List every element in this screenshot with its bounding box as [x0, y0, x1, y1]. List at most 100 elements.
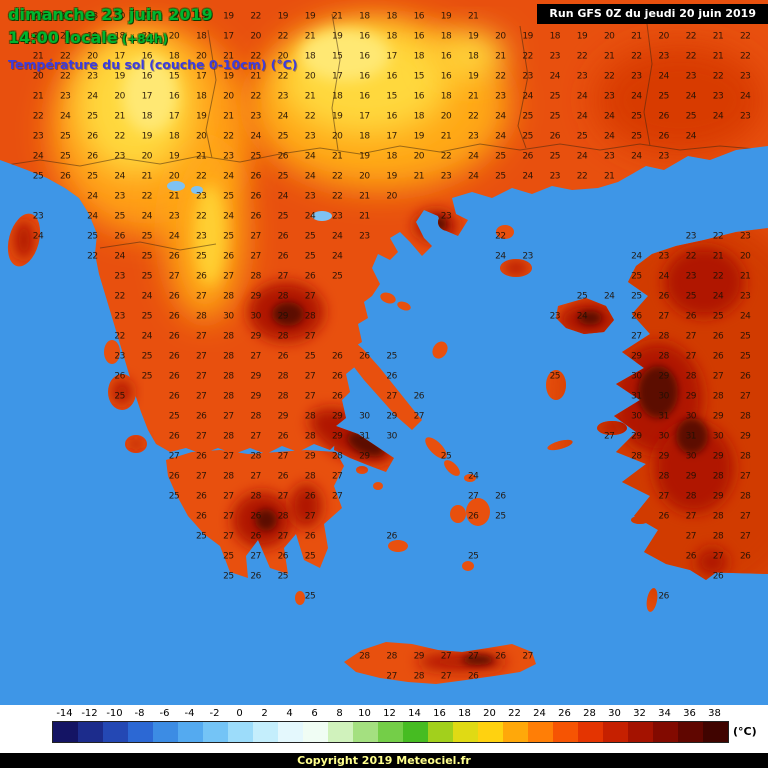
temp-value: 23	[304, 131, 316, 142]
temp-value: 19	[114, 71, 125, 82]
temp-value: 25	[495, 171, 506, 182]
temp-value: 26	[168, 331, 180, 342]
temp-value: 23	[739, 111, 751, 122]
temp-value: 22	[250, 11, 261, 22]
temp-value: 25	[223, 551, 234, 562]
temp-value: 20	[114, 11, 125, 22]
temp-value: 21	[32, 91, 44, 102]
temp-value: 17	[168, 11, 180, 22]
temp-value: 25	[495, 511, 506, 522]
temp-value: 27	[712, 371, 724, 382]
temp-value: 20	[603, 31, 615, 42]
temp-value: 21	[223, 111, 234, 122]
legend-tick-label: 26	[558, 708, 571, 719]
legend-tick-label: 18	[458, 708, 471, 719]
temp-value: 30	[223, 311, 234, 322]
temp-value: 19	[223, 71, 234, 82]
temp-value: 25	[195, 251, 207, 262]
temp-value: 21	[440, 131, 452, 142]
temp-value: 18	[467, 51, 479, 62]
temp-value: 27	[386, 391, 397, 402]
temp-value: 18	[386, 11, 397, 22]
temp-value: 23	[114, 311, 125, 322]
temp-value: 21	[304, 91, 316, 102]
temp-value: 29	[277, 311, 289, 322]
temp-value: 24	[114, 171, 125, 182]
legend-tick-label: 8	[336, 708, 343, 719]
temp-value: 16	[413, 91, 425, 102]
temp-value: 16	[359, 51, 370, 62]
temp-value: 19	[223, 11, 234, 22]
temp-value: 31	[631, 391, 642, 402]
legend-color-cell	[503, 722, 528, 742]
temp-value: 27	[250, 251, 261, 262]
run-info-box: Run GFS 0Z du jeudi 20 juin 2019	[537, 4, 768, 24]
temp-value: 18	[413, 111, 425, 122]
temp-value: 26	[331, 351, 343, 362]
temp-value: 28	[195, 311, 207, 322]
forecast-time-line: 14:00 locale (+84h)	[8, 28, 298, 47]
temp-value: 24	[467, 171, 479, 182]
temp-value: 27	[195, 291, 207, 302]
temp-value: 15	[386, 91, 397, 102]
temp-value: 25	[87, 231, 98, 242]
temp-value: 22	[685, 31, 697, 42]
temp-value: 26	[413, 391, 425, 402]
temp-value: 23	[440, 211, 452, 222]
temp-value: 30	[386, 431, 397, 442]
map-area: 20 21 18 20 21 17 19 19 22 19 19 21 18 18 16 19 21 22 20 19…	[0, 0, 768, 705]
temp-value: 28	[250, 451, 261, 462]
temp-value: 24	[250, 131, 261, 142]
temp-value: 28	[712, 391, 724, 402]
temp-value: 20	[32, 71, 44, 82]
temp-value: 26	[195, 511, 207, 522]
temp-value: 21	[739, 271, 751, 282]
temp-value: 25	[223, 191, 234, 202]
temp-value: 25	[141, 231, 153, 242]
temp-value: 25	[141, 271, 153, 282]
temp-value: 25	[631, 131, 642, 142]
temp-value: 25	[277, 131, 289, 142]
temp-value: 26	[250, 571, 261, 582]
temp-value: 21	[712, 31, 724, 42]
temp-value: 24	[168, 231, 180, 242]
temp-value: 24	[685, 91, 697, 102]
temp-value: 21	[331, 151, 343, 162]
legend-color-cell	[453, 722, 478, 742]
temp-value: 25	[59, 131, 71, 142]
temp-value: 27	[331, 471, 343, 482]
temp-value: 28	[277, 391, 289, 402]
copyright-text: Copyright 2019 Meteociel.fr	[297, 754, 471, 767]
temp-value: 24	[87, 211, 98, 222]
temp-value: 24	[114, 251, 125, 262]
legend-color-cell	[528, 722, 553, 742]
temp-value: 18	[87, 11, 98, 22]
temp-value: 25	[386, 351, 397, 362]
temp-value: 28	[712, 531, 724, 542]
temp-value: 28	[277, 291, 289, 302]
temp-value: 16	[141, 51, 153, 62]
legend-tick-label: 6	[311, 708, 318, 719]
temp-value: 24	[304, 211, 316, 222]
temp-value: 23	[32, 131, 44, 142]
temp-value: 18	[141, 111, 153, 122]
temp-value: 22	[277, 71, 289, 82]
temp-value: 25	[195, 531, 207, 542]
temp-value: 18	[549, 31, 561, 42]
temp-value: 30	[685, 451, 697, 462]
temp-value: 25	[631, 111, 642, 122]
temp-value: 26	[250, 531, 261, 542]
temp-value: 19	[359, 151, 370, 162]
temp-value: 27	[304, 391, 316, 402]
legend-color-cell	[578, 722, 603, 742]
temp-value: 16	[359, 71, 370, 82]
temp-value: 26	[277, 551, 289, 562]
temp-value: 26	[739, 551, 751, 562]
temp-value: 20	[195, 131, 207, 142]
temp-value: 28	[223, 331, 234, 342]
temp-value: 25	[223, 571, 234, 582]
temp-value: 22	[331, 191, 343, 202]
temp-value: 27	[195, 331, 207, 342]
temp-value: 23	[223, 151, 234, 162]
legend-tick-label: 30	[608, 708, 621, 719]
